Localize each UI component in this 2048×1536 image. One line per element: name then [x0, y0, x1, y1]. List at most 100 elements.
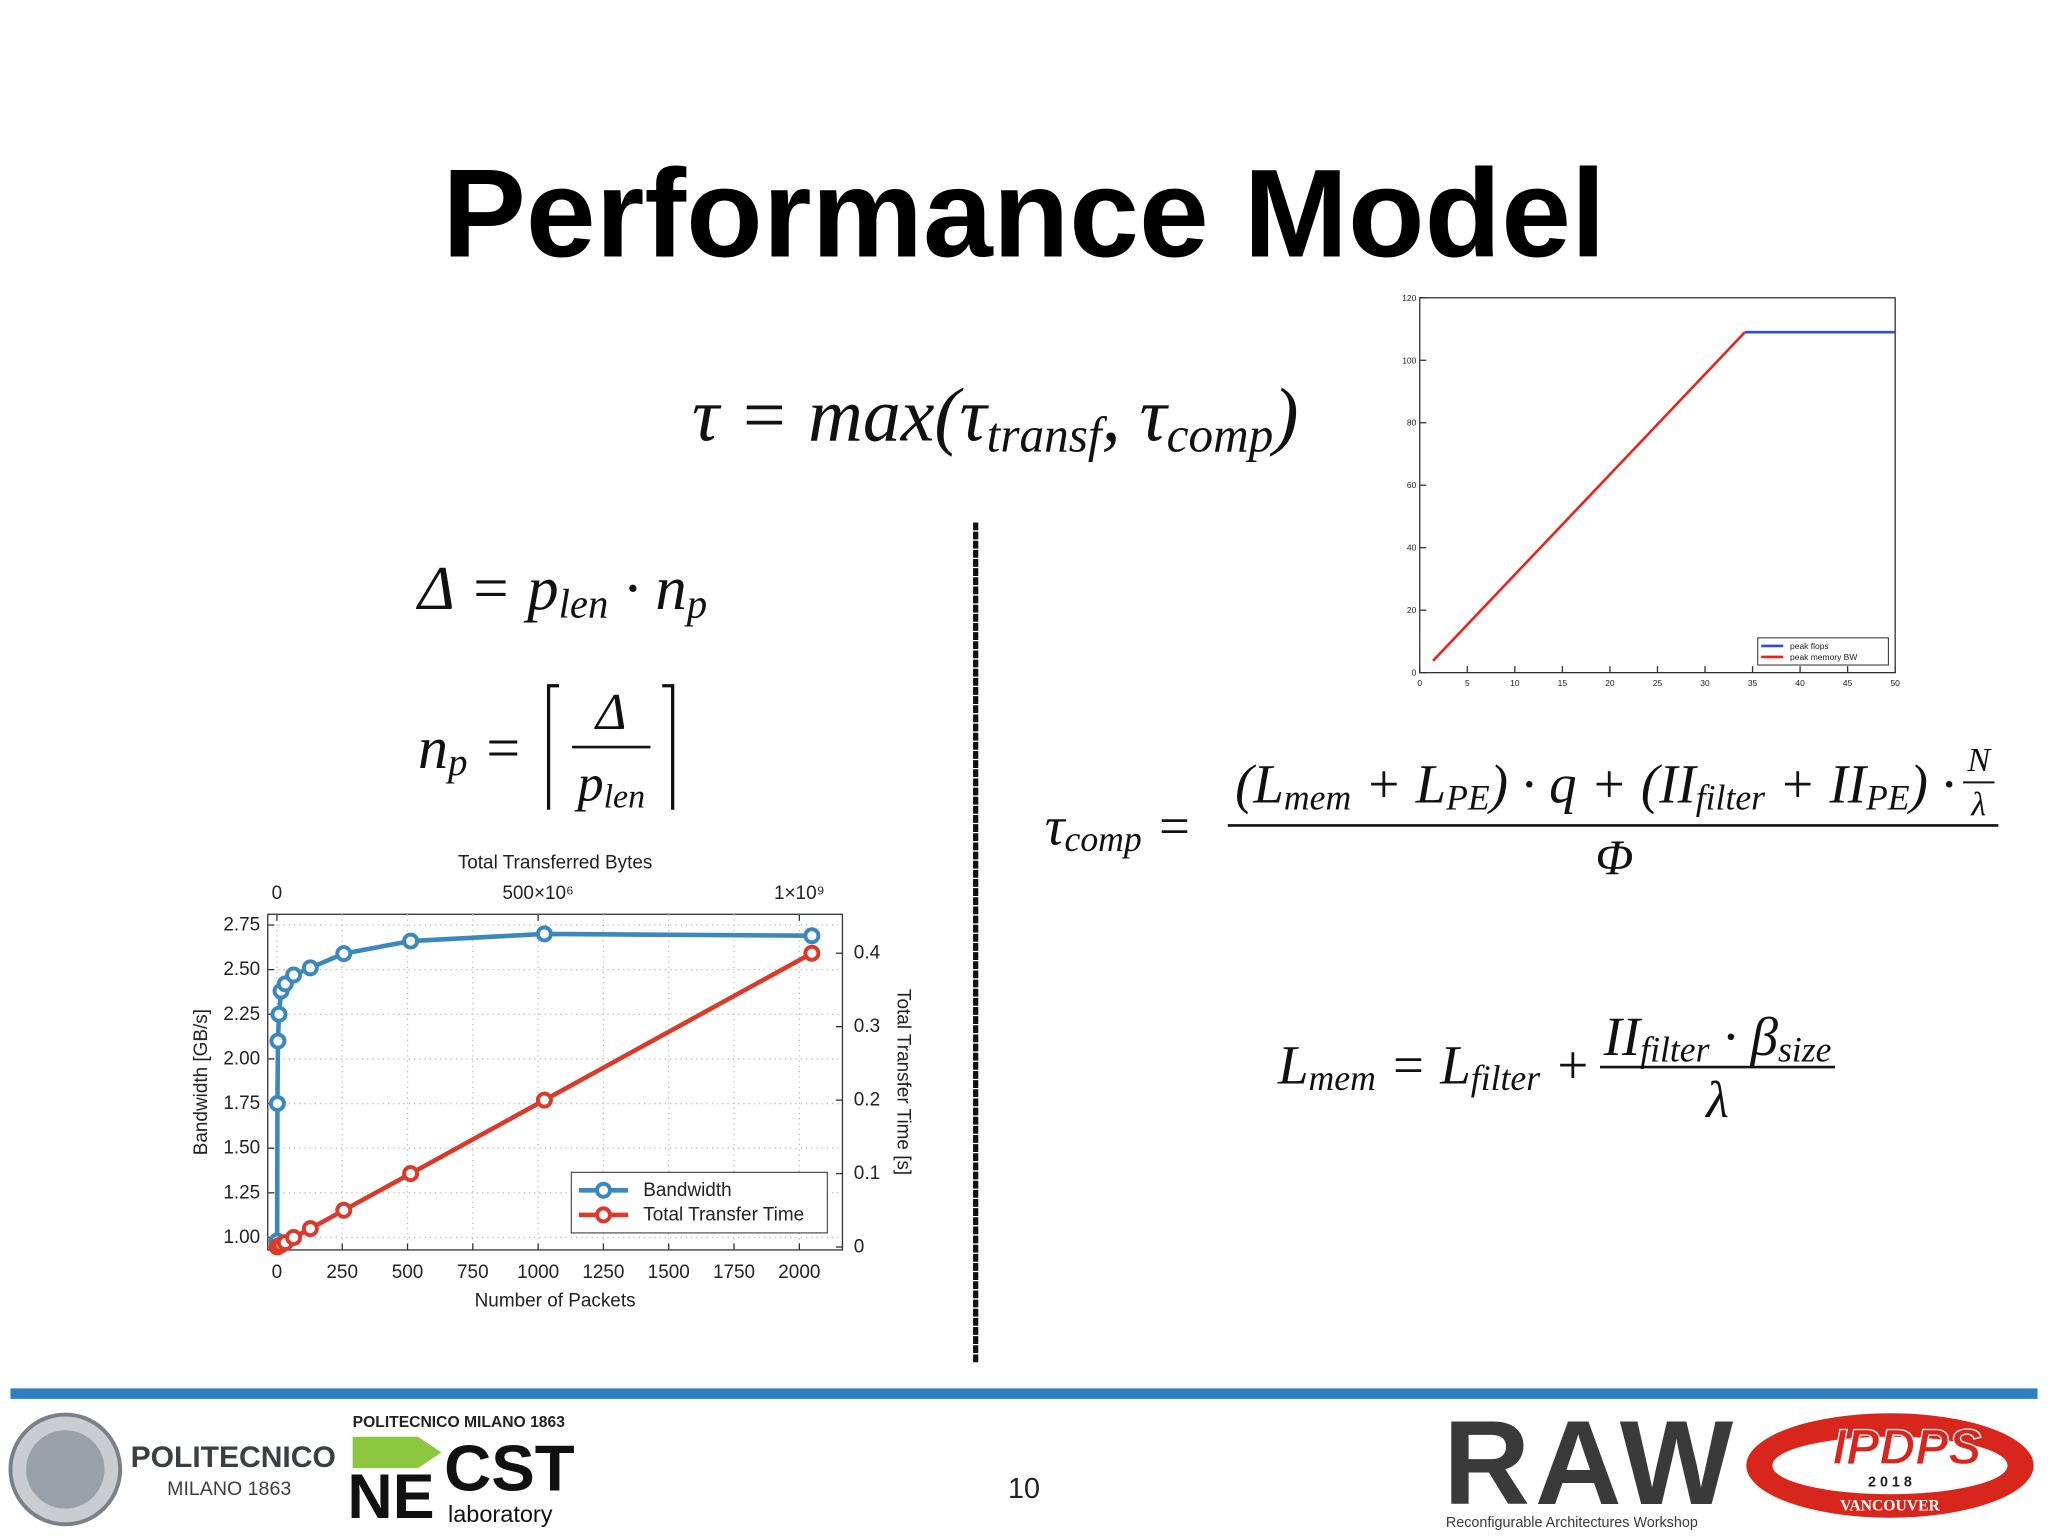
- logo-text: VANCOUVER: [1840, 1497, 1940, 1514]
- x-tick-label: 1000: [517, 1262, 559, 1283]
- formula-subscript: filter: [1471, 1058, 1540, 1098]
- formula-part: =: [1142, 795, 1193, 856]
- formula-part: Φ: [1595, 829, 1633, 884]
- data-point: [301, 959, 319, 977]
- formula-part: +: [1540, 1034, 1591, 1095]
- y-tick-label: 2.00: [223, 1048, 260, 1069]
- slide-title: Performance Model: [442, 142, 1606, 283]
- x-tick-label: 10: [1510, 678, 1520, 688]
- x-tick-label: 20: [1605, 678, 1615, 688]
- formula-part: (: [1235, 753, 1257, 814]
- logo-text: 2 0 1 8: [1868, 1474, 1912, 1490]
- formula-part: ) · q + (: [1487, 753, 1663, 814]
- data-point: [803, 927, 821, 945]
- formula-part: =: [1376, 1034, 1440, 1095]
- data-point: [301, 1220, 319, 1238]
- formula-subscript: comp: [1065, 819, 1142, 859]
- formula: Δ = plen · np: [415, 553, 707, 626]
- y2-axis-title: Total Transfer Time [s]: [893, 989, 914, 1175]
- raw-logo: RAW Reconfigurable Architectures Worksho…: [1443, 1396, 1734, 1531]
- formula-part: ·: [608, 553, 655, 623]
- formula-part: p: [523, 553, 558, 623]
- data-point: [335, 1201, 353, 1219]
- legend-marker: [595, 1206, 612, 1224]
- formula: (Lmem + LPE) · q + (IIfilter + IIPE) ·: [1235, 753, 1955, 817]
- legend-label: Total Transfer Time: [643, 1204, 804, 1225]
- data-point: [285, 966, 303, 984]
- formula-part: II: [1603, 1005, 1643, 1066]
- legend-box: [1757, 637, 1889, 666]
- polimi-logo: POLITECNICO MILANO 1863: [8, 1412, 336, 1527]
- y-tick-label: 2.25: [223, 1004, 260, 1025]
- formula-subscript: len: [604, 778, 645, 815]
- formula: Δ: [594, 683, 627, 741]
- y-tick-label: 20: [1407, 605, 1417, 615]
- legend-label: peak flops: [1790, 641, 1829, 651]
- formula: IIfilter · βsize: [1603, 1005, 1832, 1069]
- y-tick-label: 120: [1402, 293, 1416, 303]
- formula-part: β: [1750, 1005, 1779, 1066]
- formula-part: L: [1415, 753, 1447, 814]
- formula-part: ·: [1710, 1005, 1751, 1066]
- formula-part: ,: [1102, 373, 1140, 457]
- plot-area: [1419, 297, 1896, 674]
- x-tick-label: 5: [1465, 678, 1470, 688]
- ipdps-logo: IPDPS 2 0 1 8 VANCOUVER: [1746, 1413, 2034, 1518]
- logo-arrow: [352, 1436, 442, 1469]
- legend-marker: [595, 1181, 612, 1199]
- y-tick-label: 1.00: [223, 1227, 260, 1248]
- y2-tick-label: 0.3: [854, 1016, 880, 1037]
- formula-subscript: filter: [1640, 1029, 1709, 1069]
- data-point: [402, 1165, 420, 1183]
- x-tick-label: 35: [1748, 678, 1758, 688]
- formula-part: τ: [1045, 795, 1067, 856]
- formula-part: ): [1269, 373, 1298, 457]
- formula-part: p: [573, 755, 603, 813]
- x2-tick-label: 0: [272, 883, 283, 904]
- formula-part: Δ: [594, 683, 627, 741]
- ceiling-brackets: [546, 684, 675, 810]
- formula-part: II: [1828, 753, 1868, 814]
- x-tick-label: 1750: [713, 1262, 755, 1283]
- formula-part: +: [1351, 753, 1415, 814]
- x-tick-label: 2000: [778, 1262, 820, 1283]
- formula-part: II: [1658, 753, 1698, 814]
- legend-label: Bandwidth: [643, 1180, 731, 1201]
- data-point: [268, 1095, 286, 1113]
- formula-part: L: [1439, 1034, 1471, 1095]
- x2-tick-label: 1×10⁹: [774, 883, 825, 904]
- logo-text: MILANO 1863: [167, 1478, 291, 1500]
- formula: τcomp =: [1045, 795, 1193, 859]
- x-tick-label: 500: [392, 1262, 424, 1283]
- data-point: [335, 945, 353, 963]
- formula: N: [1966, 742, 1992, 779]
- y-tick-label: 80: [1407, 418, 1417, 428]
- formula-subscript: transf: [987, 407, 1108, 462]
- x2-axis-title: Total Transferred Bytes: [458, 853, 653, 874]
- formula-subscript: size: [1778, 1029, 1832, 1069]
- formula: Lmem = Lfilter +: [1277, 1034, 1591, 1098]
- formula-part: N: [1966, 742, 1992, 779]
- data-point: [402, 932, 420, 950]
- x-tick-label: 750: [457, 1262, 489, 1283]
- logo-ring-inner: [1772, 1436, 2008, 1495]
- data-point: [535, 925, 553, 943]
- y-axis-title: Bandwidth [GB/s]: [191, 1009, 212, 1155]
- logo-text: Reconfigurable Architectures Workshop: [1446, 1515, 1698, 1531]
- x-tick-label: 30: [1700, 678, 1710, 688]
- formula: Φ: [1595, 829, 1633, 884]
- formula-part: L: [1277, 1034, 1309, 1095]
- formula: np =: [418, 714, 523, 784]
- x-tick-label: 25: [1653, 678, 1663, 688]
- formula-subscript: p: [445, 741, 468, 784]
- formula-part: n: [418, 714, 448, 781]
- formula-subscript: comp: [1167, 407, 1274, 462]
- legend-label: peak memory BW: [1790, 652, 1857, 662]
- formula: plen: [573, 755, 645, 816]
- x-tick-label: 40: [1795, 678, 1805, 688]
- series-line: [1432, 331, 1746, 662]
- logo-text: IPDPS: [1832, 1419, 1981, 1475]
